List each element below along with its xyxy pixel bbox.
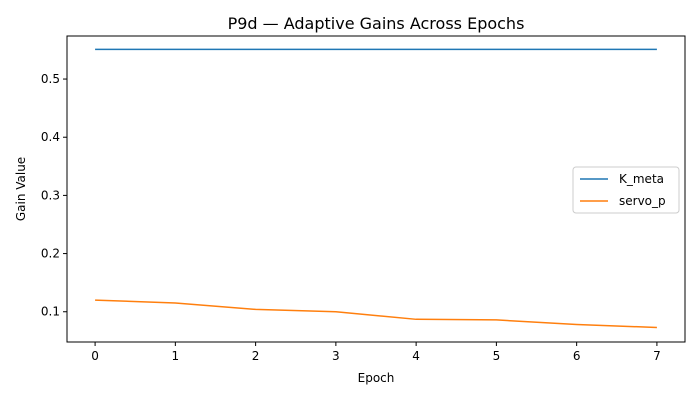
y-axis: 0.1 0.2 0.3 0.4 0.5 (41, 72, 67, 319)
x-tick-label: 2 (252, 349, 260, 363)
x-tick-label: 0 (91, 349, 99, 363)
x-axis-label: Epoch (358, 371, 395, 385)
legend-label: servo_p (619, 194, 666, 208)
y-tick-label: 0.5 (41, 72, 60, 86)
x-tick-label: 7 (653, 349, 661, 363)
series-line-servo-p (95, 299, 657, 329)
x-tick-label: 4 (412, 349, 420, 363)
legend-label: K_meta (619, 172, 664, 186)
x-tick-label: 5 (493, 349, 501, 363)
y-axis-label: Gain Value (14, 157, 28, 221)
x-tick-label: 6 (573, 349, 581, 363)
x-tick-label: 1 (172, 349, 180, 363)
legend: K_meta servo_p (572, 166, 680, 214)
x-tick-label: 3 (332, 349, 340, 363)
series-lines (95, 48, 657, 329)
plot-area (66, 35, 686, 343)
x-axis: 0 1 2 3 4 5 6 7 (91, 342, 661, 363)
y-tick-label: 0.4 (41, 130, 60, 144)
y-tick-label: 0.2 (41, 247, 60, 261)
y-tick-label: 0.3 (41, 188, 60, 202)
chart-title: P9d — Adaptive Gains Across Epochs (228, 14, 525, 33)
y-tick-label: 0.1 (41, 305, 60, 319)
